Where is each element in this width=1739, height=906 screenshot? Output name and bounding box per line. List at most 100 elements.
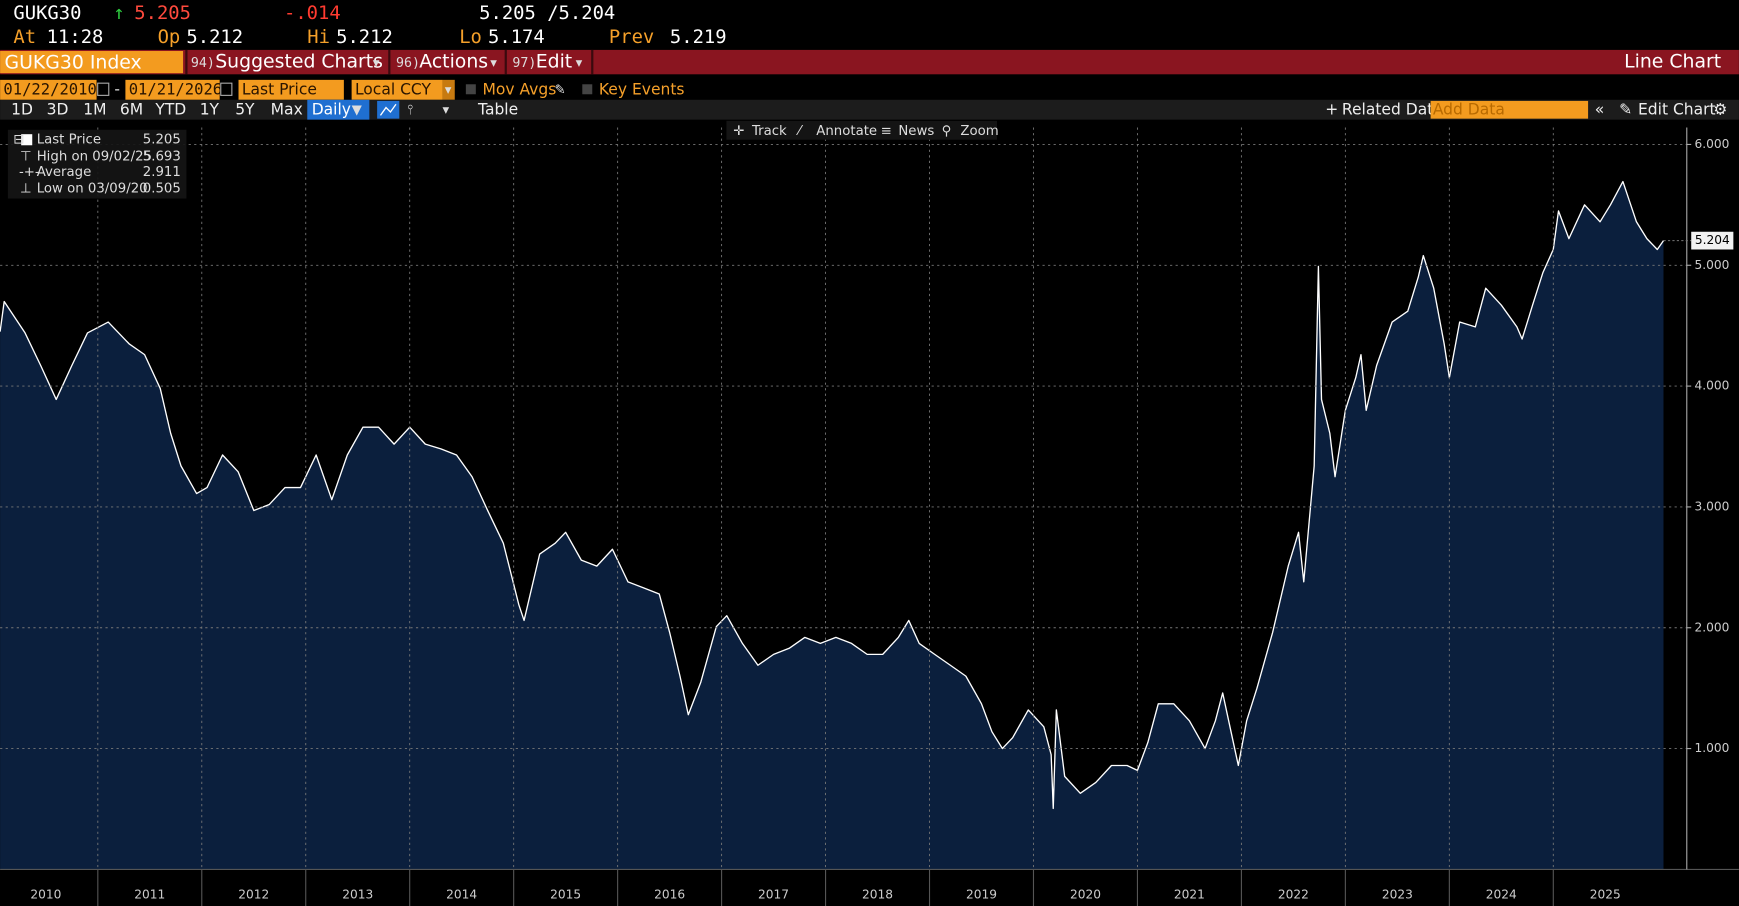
average-icon: -+- xyxy=(19,165,40,180)
x-tick-label: 2011 xyxy=(134,887,165,901)
track-icon[interactable]: ✛ xyxy=(733,124,744,139)
frequency[interactable]: Daily xyxy=(312,100,351,118)
bar-icon[interactable]: ⫯ xyxy=(407,103,413,118)
collapse-icon[interactable]: ⊟ xyxy=(13,133,24,148)
checkbox[interactable] xyxy=(465,84,476,95)
dropdown-arrow[interactable]: ▼ xyxy=(352,103,363,118)
range-buttons: 1D 3D 1M 6M YTD 1Y 5Y Max xyxy=(11,100,303,118)
dropdown-arrow[interactable]: ▾ xyxy=(490,56,497,71)
date-separator: - xyxy=(114,80,120,98)
end-label-bg xyxy=(1691,231,1734,250)
separator xyxy=(388,49,391,75)
edit-icon[interactable]: ✎ xyxy=(1619,100,1632,118)
toolbar-bg xyxy=(0,99,1739,120)
key-events[interactable]: Key Events xyxy=(599,80,685,98)
x-tick-label: 2020 xyxy=(1070,887,1101,901)
legend-value: 5.205 xyxy=(143,133,181,148)
range-button[interactable]: 3D xyxy=(47,100,69,118)
menu-item[interactable]: Actions xyxy=(419,52,488,73)
edit-chart[interactable]: Edit Chart xyxy=(1638,100,1716,118)
legend: ⊟ Last Price 5.205 ⊤ High on 09/02/25 5.… xyxy=(7,129,187,199)
dropdown-arrow[interactable]: ▾ xyxy=(443,103,450,118)
range-button[interactable]: 1M xyxy=(83,100,106,118)
currency[interactable]: Local CCY xyxy=(355,80,432,98)
field-select[interactable] xyxy=(238,79,344,100)
mov-avgs[interactable]: Mov Avgs xyxy=(482,80,556,98)
collapse-icon[interactable]: « xyxy=(1595,100,1605,118)
field-label: At xyxy=(13,27,36,48)
legend-swatch xyxy=(21,134,33,146)
range-button[interactable]: 5Y xyxy=(235,100,255,118)
calendar-icon[interactable] xyxy=(97,82,110,96)
chart-tool[interactable]: Annotate xyxy=(816,124,877,139)
start-date[interactable]: 01/22/2010 xyxy=(3,80,96,98)
dropdown-arrow[interactable]: ▾ xyxy=(445,83,452,98)
legend-value: 2.911 xyxy=(143,165,181,180)
field-label: Prev xyxy=(609,27,654,48)
legend-label: Low on 03/09/20 xyxy=(37,182,148,197)
change: -.014 xyxy=(284,3,341,24)
y-tick-label: 2.000 xyxy=(1695,620,1730,634)
menu-item[interactable]: Edit xyxy=(536,52,573,73)
news-icon[interactable]: ≡ xyxy=(881,124,892,139)
legend-value: 0.505 xyxy=(143,182,181,197)
date-field[interactable] xyxy=(0,79,97,100)
range-button[interactable]: YTD xyxy=(154,100,186,118)
separator xyxy=(591,49,594,75)
bid-ask: 5.205 /5.204 xyxy=(479,3,615,24)
checkbox[interactable] xyxy=(582,84,593,95)
annotate-icon[interactable]: ⁄ xyxy=(796,124,804,139)
add-data-field[interactable] xyxy=(1430,100,1589,119)
price-line xyxy=(0,180,1665,810)
range-button[interactable]: 1D xyxy=(11,100,33,118)
table-button[interactable]: Table xyxy=(477,100,518,118)
y-tick-label: 5.000 xyxy=(1695,258,1730,272)
security[interactable]: GUKG30 Index xyxy=(5,53,142,74)
y-tick-label: 1.000 xyxy=(1695,741,1730,755)
calendar-icon[interactable] xyxy=(220,82,233,96)
add-data[interactable]: Add Data xyxy=(1433,100,1505,118)
menu-item[interactable]: Suggested Charts xyxy=(215,52,383,73)
chart-type: Line Chart xyxy=(1624,52,1721,73)
plus-icon[interactable]: + xyxy=(1325,100,1338,118)
field-value: 5.174 xyxy=(488,27,545,48)
related-data[interactable]: Related Dat xyxy=(1342,100,1433,118)
range-button[interactable]: 1Y xyxy=(200,100,220,118)
y-tick-label: 3.000 xyxy=(1695,499,1730,513)
menu-key[interactable]: 96) xyxy=(396,56,420,71)
legend-label: High on 09/02/25 xyxy=(37,149,152,164)
y-tick-label: 4.000 xyxy=(1695,379,1730,393)
dropdown-arrow[interactable]: ▾ xyxy=(373,56,380,71)
dropdown-arrow[interactable]: ▾ xyxy=(576,56,583,71)
currency-select[interactable] xyxy=(351,79,443,100)
menu-key[interactable]: 97) xyxy=(512,56,536,71)
field-label: Lo xyxy=(459,27,482,48)
chart-tool[interactable]: Track xyxy=(751,124,787,139)
security-field[interactable] xyxy=(0,51,184,74)
field-value: 5.219 xyxy=(670,27,727,48)
chart-tool[interactable]: Zoom xyxy=(960,124,998,139)
ticker: GUKG30 xyxy=(13,3,81,24)
dropdown-button[interactable] xyxy=(442,79,455,100)
x-tick-label: 2013 xyxy=(342,887,373,901)
x-tick-label: 2018 xyxy=(862,887,893,901)
menu-key[interactable]: 94) xyxy=(191,56,215,71)
x-tick-label: 2021 xyxy=(1174,887,1205,901)
chart-tool[interactable]: News xyxy=(898,124,934,139)
frequency-button[interactable] xyxy=(307,99,370,120)
end-label: 5.204 xyxy=(1695,233,1730,247)
settings-gear[interactable]: ⚙ xyxy=(1713,100,1727,118)
range-button[interactable]: Max xyxy=(271,100,303,118)
zoom-icon[interactable]: ⚲ xyxy=(942,124,952,139)
pencil-icon[interactable]: ✎ xyxy=(555,83,566,98)
y-tick-label: 6.000 xyxy=(1695,137,1730,151)
legend-label: Last Price xyxy=(37,133,101,148)
date-field[interactable] xyxy=(125,79,220,100)
last-price: 5.205 xyxy=(134,3,191,24)
price-field[interactable]: Last Price xyxy=(242,80,317,98)
end-date[interactable]: 01/21/2026 xyxy=(129,80,222,98)
range-button[interactable]: 6M xyxy=(120,100,143,118)
field-label: Hi xyxy=(307,27,330,48)
menu-bar: GUKG30 Index 94) Suggested Charts ▾ 96) … xyxy=(0,49,1739,75)
